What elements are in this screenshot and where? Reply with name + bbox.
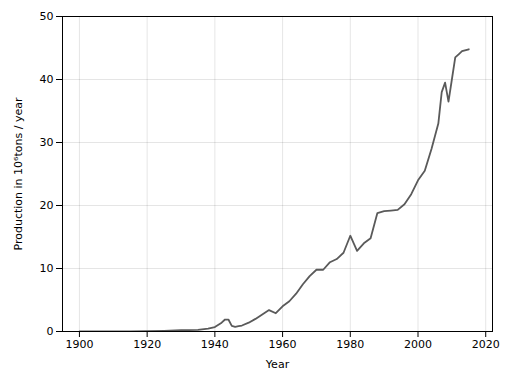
svg-text:1900: 1900 xyxy=(65,338,93,351)
svg-text:2000: 2000 xyxy=(404,338,432,351)
svg-text:Production in 10⁶tons / year: Production in 10⁶tons / year xyxy=(12,97,25,250)
svg-text:1940: 1940 xyxy=(201,338,229,351)
svg-text:2020: 2020 xyxy=(472,338,500,351)
svg-text:40: 40 xyxy=(40,73,54,86)
svg-text:10: 10 xyxy=(40,262,54,275)
svg-text:30: 30 xyxy=(40,136,54,149)
svg-text:Year: Year xyxy=(265,358,290,371)
svg-text:0: 0 xyxy=(47,325,54,338)
svg-text:1920: 1920 xyxy=(133,338,161,351)
svg-text:1980: 1980 xyxy=(336,338,364,351)
svg-text:20: 20 xyxy=(40,199,54,212)
svg-text:50: 50 xyxy=(40,10,54,23)
svg-text:1960: 1960 xyxy=(269,338,297,351)
